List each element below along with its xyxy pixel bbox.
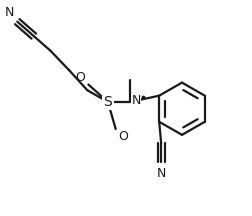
Text: N: N bbox=[131, 94, 140, 108]
Text: S: S bbox=[103, 95, 112, 109]
Text: N: N bbox=[5, 6, 14, 19]
Text: N: N bbox=[156, 167, 165, 180]
Text: O: O bbox=[118, 130, 128, 143]
Text: O: O bbox=[75, 71, 85, 84]
